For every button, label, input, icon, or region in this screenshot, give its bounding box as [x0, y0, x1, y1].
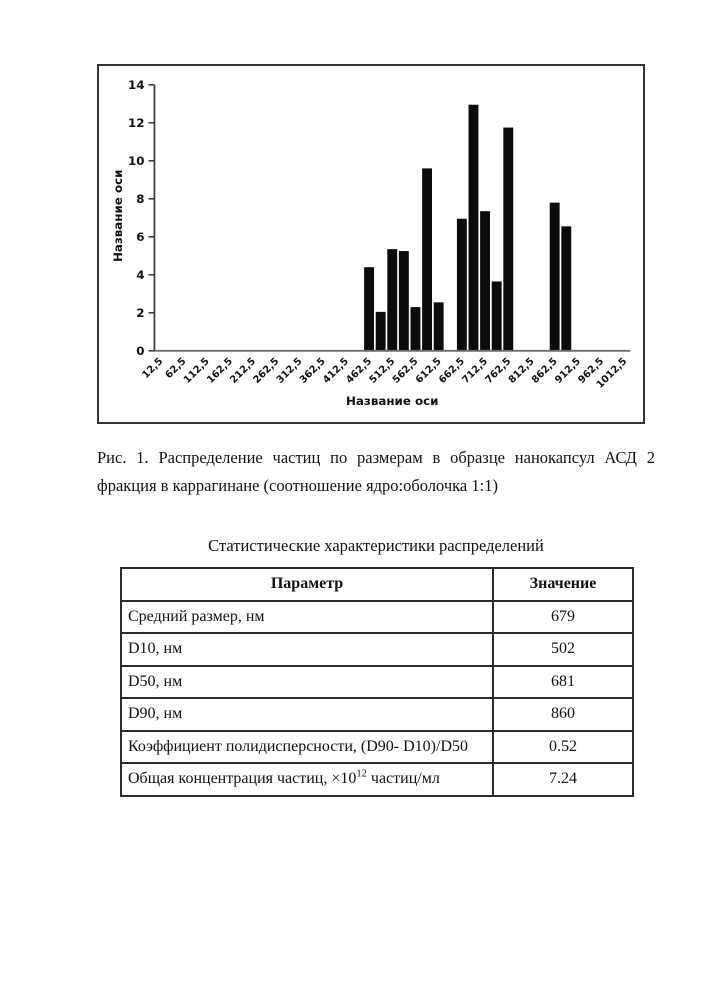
bar: [364, 267, 375, 351]
bar: [456, 218, 467, 351]
header-value: Значение: [492, 567, 634, 602]
param-cell: D50, нм: [120, 664, 494, 699]
bar-chart-svg: 0246810121412,562,5112,5162,5212,5262,53…: [111, 78, 631, 408]
table-title: Статистические характеристики распределе…: [208, 536, 544, 555]
header-parameter: Параметр: [120, 567, 494, 602]
value-cell: 0.52: [492, 729, 634, 764]
bar: [549, 202, 560, 351]
statistics-table: Параметр Значение Средний размер, нм 679 D…: [120, 567, 634, 797]
bar: [503, 127, 514, 351]
y-tick-label: 0: [136, 344, 144, 358]
bar: [433, 302, 444, 351]
bar: [491, 281, 502, 351]
value-cell: 502: [492, 632, 634, 667]
table-header-row: Параметр Значение: [120, 567, 634, 602]
figure-caption-line1: Рис. 1. Распределение частиц по размерам…: [97, 448, 655, 467]
bar: [398, 251, 409, 351]
value-cell: 860: [492, 697, 634, 732]
y-tick-label: 8: [136, 192, 144, 206]
bar: [422, 168, 433, 351]
x-tick-label: 12,5: [140, 356, 165, 381]
y-tick-label: 6: [136, 230, 144, 244]
table-row: D10, нм 502: [120, 632, 634, 667]
y-tick-label: 14: [128, 78, 145, 92]
bar: [480, 211, 491, 351]
param-cell: Коэффициент полидисперсности, (D90- D10)…: [120, 729, 494, 764]
y-tick-label: 12: [128, 116, 145, 130]
bar: [561, 226, 572, 351]
bar: [468, 104, 479, 351]
value-cell: 7.24: [492, 762, 634, 797]
y-tick-label: 2: [136, 306, 144, 320]
statistics-table-body: Средний размер, нм 679 D10, нм 502 D50, нм 68…: [120, 599, 634, 797]
table-row: Коэффициент полидисперсности, (D90- D10)…: [120, 729, 634, 764]
table-row: Общая концентрация частиц, ×1012 частиц/…: [120, 762, 634, 797]
value-cell: 679: [492, 599, 634, 634]
bar: [387, 249, 398, 351]
y-tick-label: 4: [136, 268, 144, 282]
figure-caption: Рис. 1. Распределение частиц по размерам…: [97, 444, 655, 500]
bar: [410, 307, 421, 351]
figure-caption-line2: фракция в каррагинане (соотношение ядро:…: [97, 476, 498, 495]
param-cell: D90, нм: [120, 697, 494, 732]
value-cell: 681: [492, 664, 634, 699]
param-cell: Средний размер, нм: [120, 599, 494, 634]
y-axis-title: Название оси: [111, 170, 125, 262]
table-row: D50, нм 681: [120, 664, 634, 699]
bar: [375, 311, 386, 351]
param-cell: Общая концентрация частиц, ×1012 частиц/…: [120, 762, 494, 797]
particle-size-distribution-chart: 0 2 4 6 8 10 12 14 12,5 62,5 112,5 162,5 212,5 262,5 3…: [97, 64, 645, 424]
table-row: D90, нм 860: [120, 697, 634, 732]
table-row: Средний размер, нм 679: [120, 599, 634, 634]
x-axis-title: Название оси: [346, 394, 439, 408]
y-tick-label: 10: [128, 154, 145, 168]
param-cell: D10, нм: [120, 632, 494, 667]
